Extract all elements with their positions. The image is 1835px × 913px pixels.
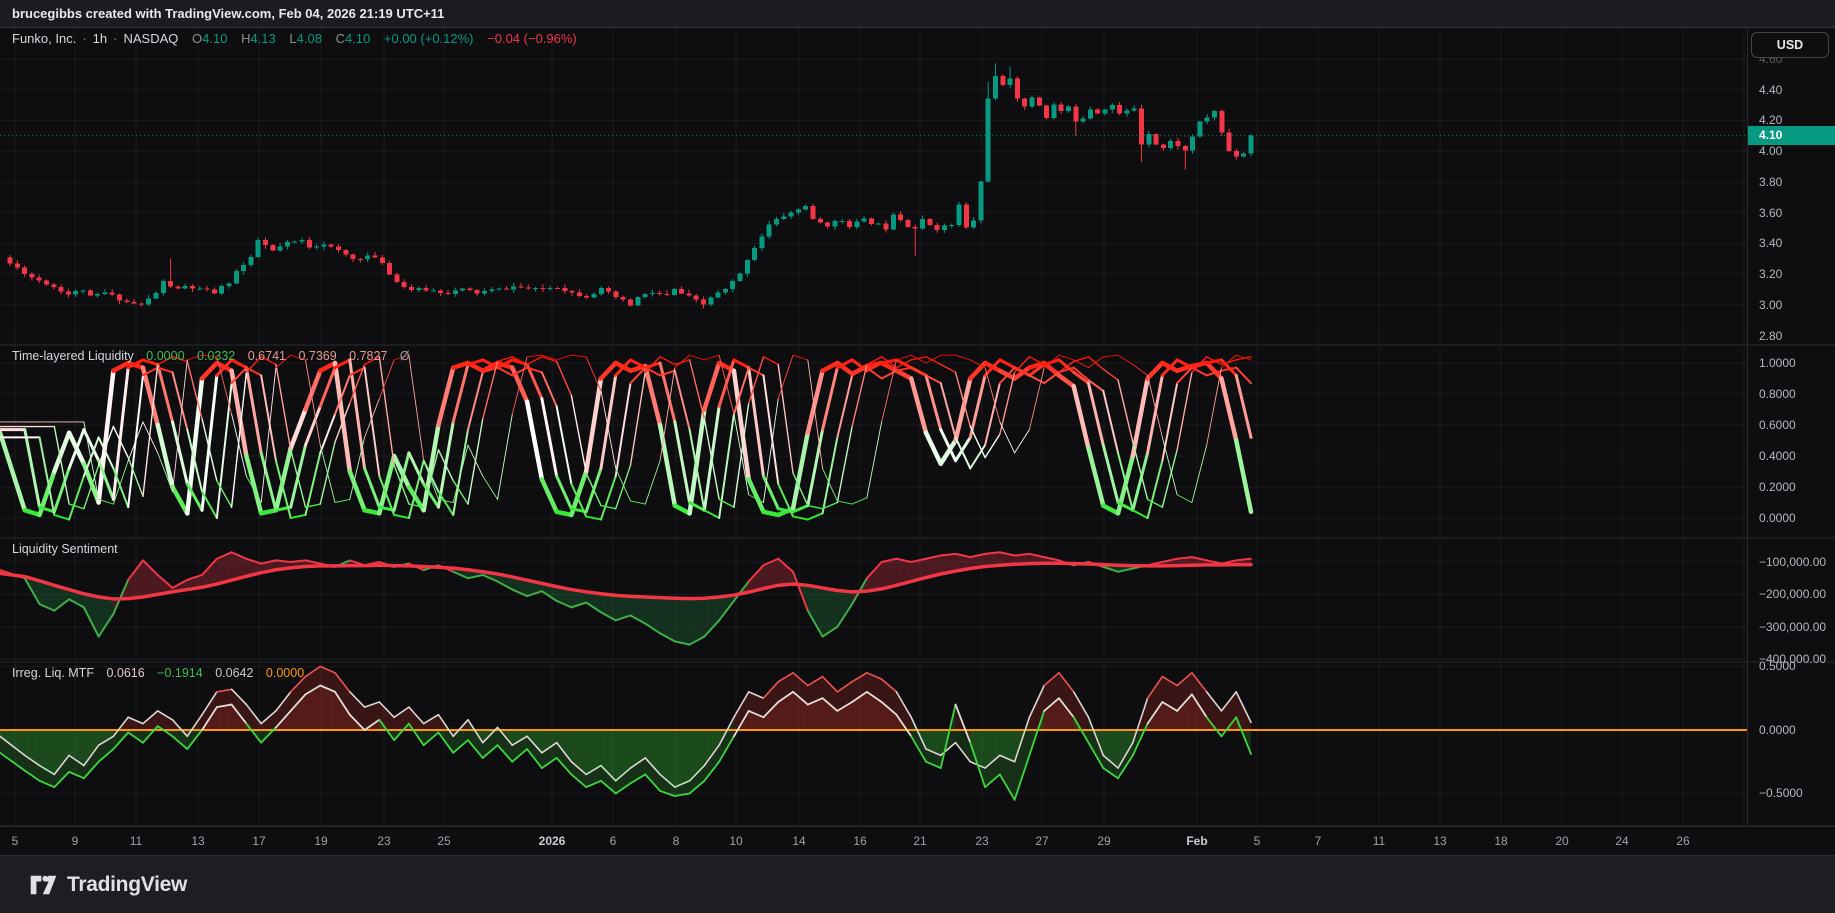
indicator-value: 0.0000: [265, 666, 305, 680]
price-axis-label: −400,000.00: [1759, 652, 1827, 667]
time-axis-label: 8: [672, 834, 680, 848]
price-axis-label: 3.20: [1759, 267, 1783, 282]
price-axis-label: −300,000.00: [1759, 619, 1827, 634]
indicator-value: 0.7369: [298, 349, 337, 363]
price-axis-label: 2.80: [1759, 328, 1783, 343]
price-axis-label: 0.5000: [1759, 659, 1796, 674]
interval[interactable]: 1h: [92, 31, 108, 46]
price-axis-label: 1.0000: [1759, 355, 1796, 370]
price-axis[interactable]: 4.60 4.40 4.20 4.00 3.80 3.60 3.40 3.20 3.00 2.80…: [1747, 28, 1835, 826]
liquidity-legend: Time-layered Liquidity 0.0000 0.0332 0.6…: [12, 349, 410, 363]
time-axis-label: 5: [11, 834, 19, 848]
currency-button[interactable]: USD: [1751, 32, 1829, 58]
attribution-bar: brucegibbs created with TradingView.com,…: [0, 0, 1835, 28]
separator: ·: [82, 31, 87, 46]
indicator-title-liquidity[interactable]: Time-layered Liquidity: [12, 349, 134, 363]
low-value: 4.08: [296, 31, 322, 46]
time-axis-label: 17: [252, 834, 266, 848]
last-price-value: 4.10: [1759, 128, 1783, 143]
time-axis-label: 9: [71, 834, 79, 848]
time-axis-label: 13: [191, 834, 205, 848]
chart-canvas[interactable]: [0, 28, 1835, 855]
price-axis-label: 4.00: [1759, 144, 1783, 159]
tradingview-brand[interactable]: TradingView: [67, 872, 188, 896]
separator: ·: [113, 31, 118, 46]
price-axis-label: −100,000.00: [1759, 555, 1827, 569]
tradingview-logo-icon[interactable]: [30, 873, 57, 897]
symbol-legend: Funko, Inc. · 1h · NASDAQ O4.10 H4.13 L4.08 …: [12, 31, 577, 46]
indicator-value: 0.0642: [215, 666, 254, 680]
time-axis[interactable]: 5 9 11 13 17 19 23 25 2026 6 8 10 14 16 21 23 27 29 Feb 5 7 1…: [0, 826, 1835, 855]
change-value: +0.00 (+0.12%): [383, 31, 474, 46]
time-axis-label: 14: [792, 834, 806, 848]
price-axis-label: 0.8000: [1759, 386, 1796, 401]
price-axis-label: 0.0000: [1759, 511, 1796, 525]
time-axis-label: 24: [1615, 834, 1629, 848]
time-axis-label: Feb: [1186, 834, 1208, 848]
indicator-value: 0.6741: [247, 349, 286, 363]
indicator-value: 0.0000: [146, 349, 185, 363]
indicator-value: 0.0332: [197, 349, 236, 363]
time-axis-label: 29: [1097, 834, 1111, 848]
close-value: 4.10: [344, 31, 371, 46]
symbol-name[interactable]: Funko, Inc.: [12, 31, 77, 46]
time-axis-label: 7: [1314, 834, 1322, 848]
time-axis-label: 16: [853, 834, 867, 848]
price-axis-label: −0.5000: [1759, 786, 1803, 801]
time-axis-label: 23: [975, 834, 989, 848]
time-axis-label: 11: [129, 834, 143, 848]
price-axis-label: 4.40: [1759, 82, 1783, 97]
price-axis-label: 3.60: [1759, 205, 1783, 220]
time-axis-label: 13: [1433, 834, 1447, 848]
price-axis-label: −200,000.00: [1759, 587, 1827, 602]
price-axis-label: 0.2000: [1759, 479, 1796, 494]
price-axis-label: 3.00: [1759, 297, 1783, 312]
indicator-value: 0.7827: [349, 349, 388, 363]
footer: TradingView: [0, 855, 1835, 913]
indicator-value: 0.0616: [106, 666, 145, 680]
price-axis-label: 0.6000: [1759, 417, 1796, 432]
sentiment-legend: Liquidity Sentiment: [12, 542, 118, 556]
open-label: O: [192, 31, 203, 46]
close-label: C: [335, 31, 345, 46]
irregular-legend: Irreg. Liq. MTF 0.0616 −0.1914 0.0642 0.…: [12, 666, 304, 680]
indicator-empty-value: Ø: [399, 349, 410, 363]
high-value: 4.13: [250, 31, 276, 46]
time-axis-label: 11: [1372, 834, 1386, 848]
time-axis-label: 6: [609, 834, 617, 848]
indicator-title-irregular[interactable]: Irreg. Liq. MTF: [12, 666, 94, 680]
change-secondary-value: −0.04 (−0.96%): [487, 31, 577, 46]
open-value: 4.10: [202, 31, 228, 46]
time-axis-label: 23: [377, 834, 391, 848]
price-axis-label: 3.80: [1759, 174, 1783, 189]
time-axis-label: 21: [913, 834, 927, 848]
exchange[interactable]: NASDAQ: [123, 31, 179, 46]
time-axis-label: 18: [1494, 834, 1508, 848]
price-axis-label: 0.4000: [1759, 448, 1796, 463]
price-axis-label: 0.0000: [1759, 722, 1796, 737]
price-axis-label: 3.40: [1759, 236, 1783, 251]
high-label: H: [241, 31, 251, 46]
indicator-title-sentiment[interactable]: Liquidity Sentiment: [12, 542, 118, 556]
last-price-tag: 4.10: [1748, 126, 1835, 146]
time-axis-label: 20: [1555, 834, 1569, 848]
time-axis-label: 26: [1676, 834, 1690, 848]
time-axis-label: 10: [729, 834, 743, 848]
time-axis-label: 5: [1253, 834, 1261, 848]
time-axis-label: 27: [1035, 834, 1049, 848]
attribution-text: brucegibbs created with TradingView.com,…: [12, 6, 445, 21]
low-label: L: [289, 31, 297, 46]
time-axis-label: 19: [314, 834, 328, 848]
indicator-value: −0.1914: [157, 666, 203, 680]
chart-area[interactable]: Funko, Inc. · 1h · NASDAQ O4.10 H4.13 L4.08 …: [0, 28, 1835, 855]
price-axis-label: 4.20: [1759, 113, 1783, 128]
time-axis-label: 25: [437, 834, 451, 848]
time-axis-label: 2026: [538, 834, 566, 848]
